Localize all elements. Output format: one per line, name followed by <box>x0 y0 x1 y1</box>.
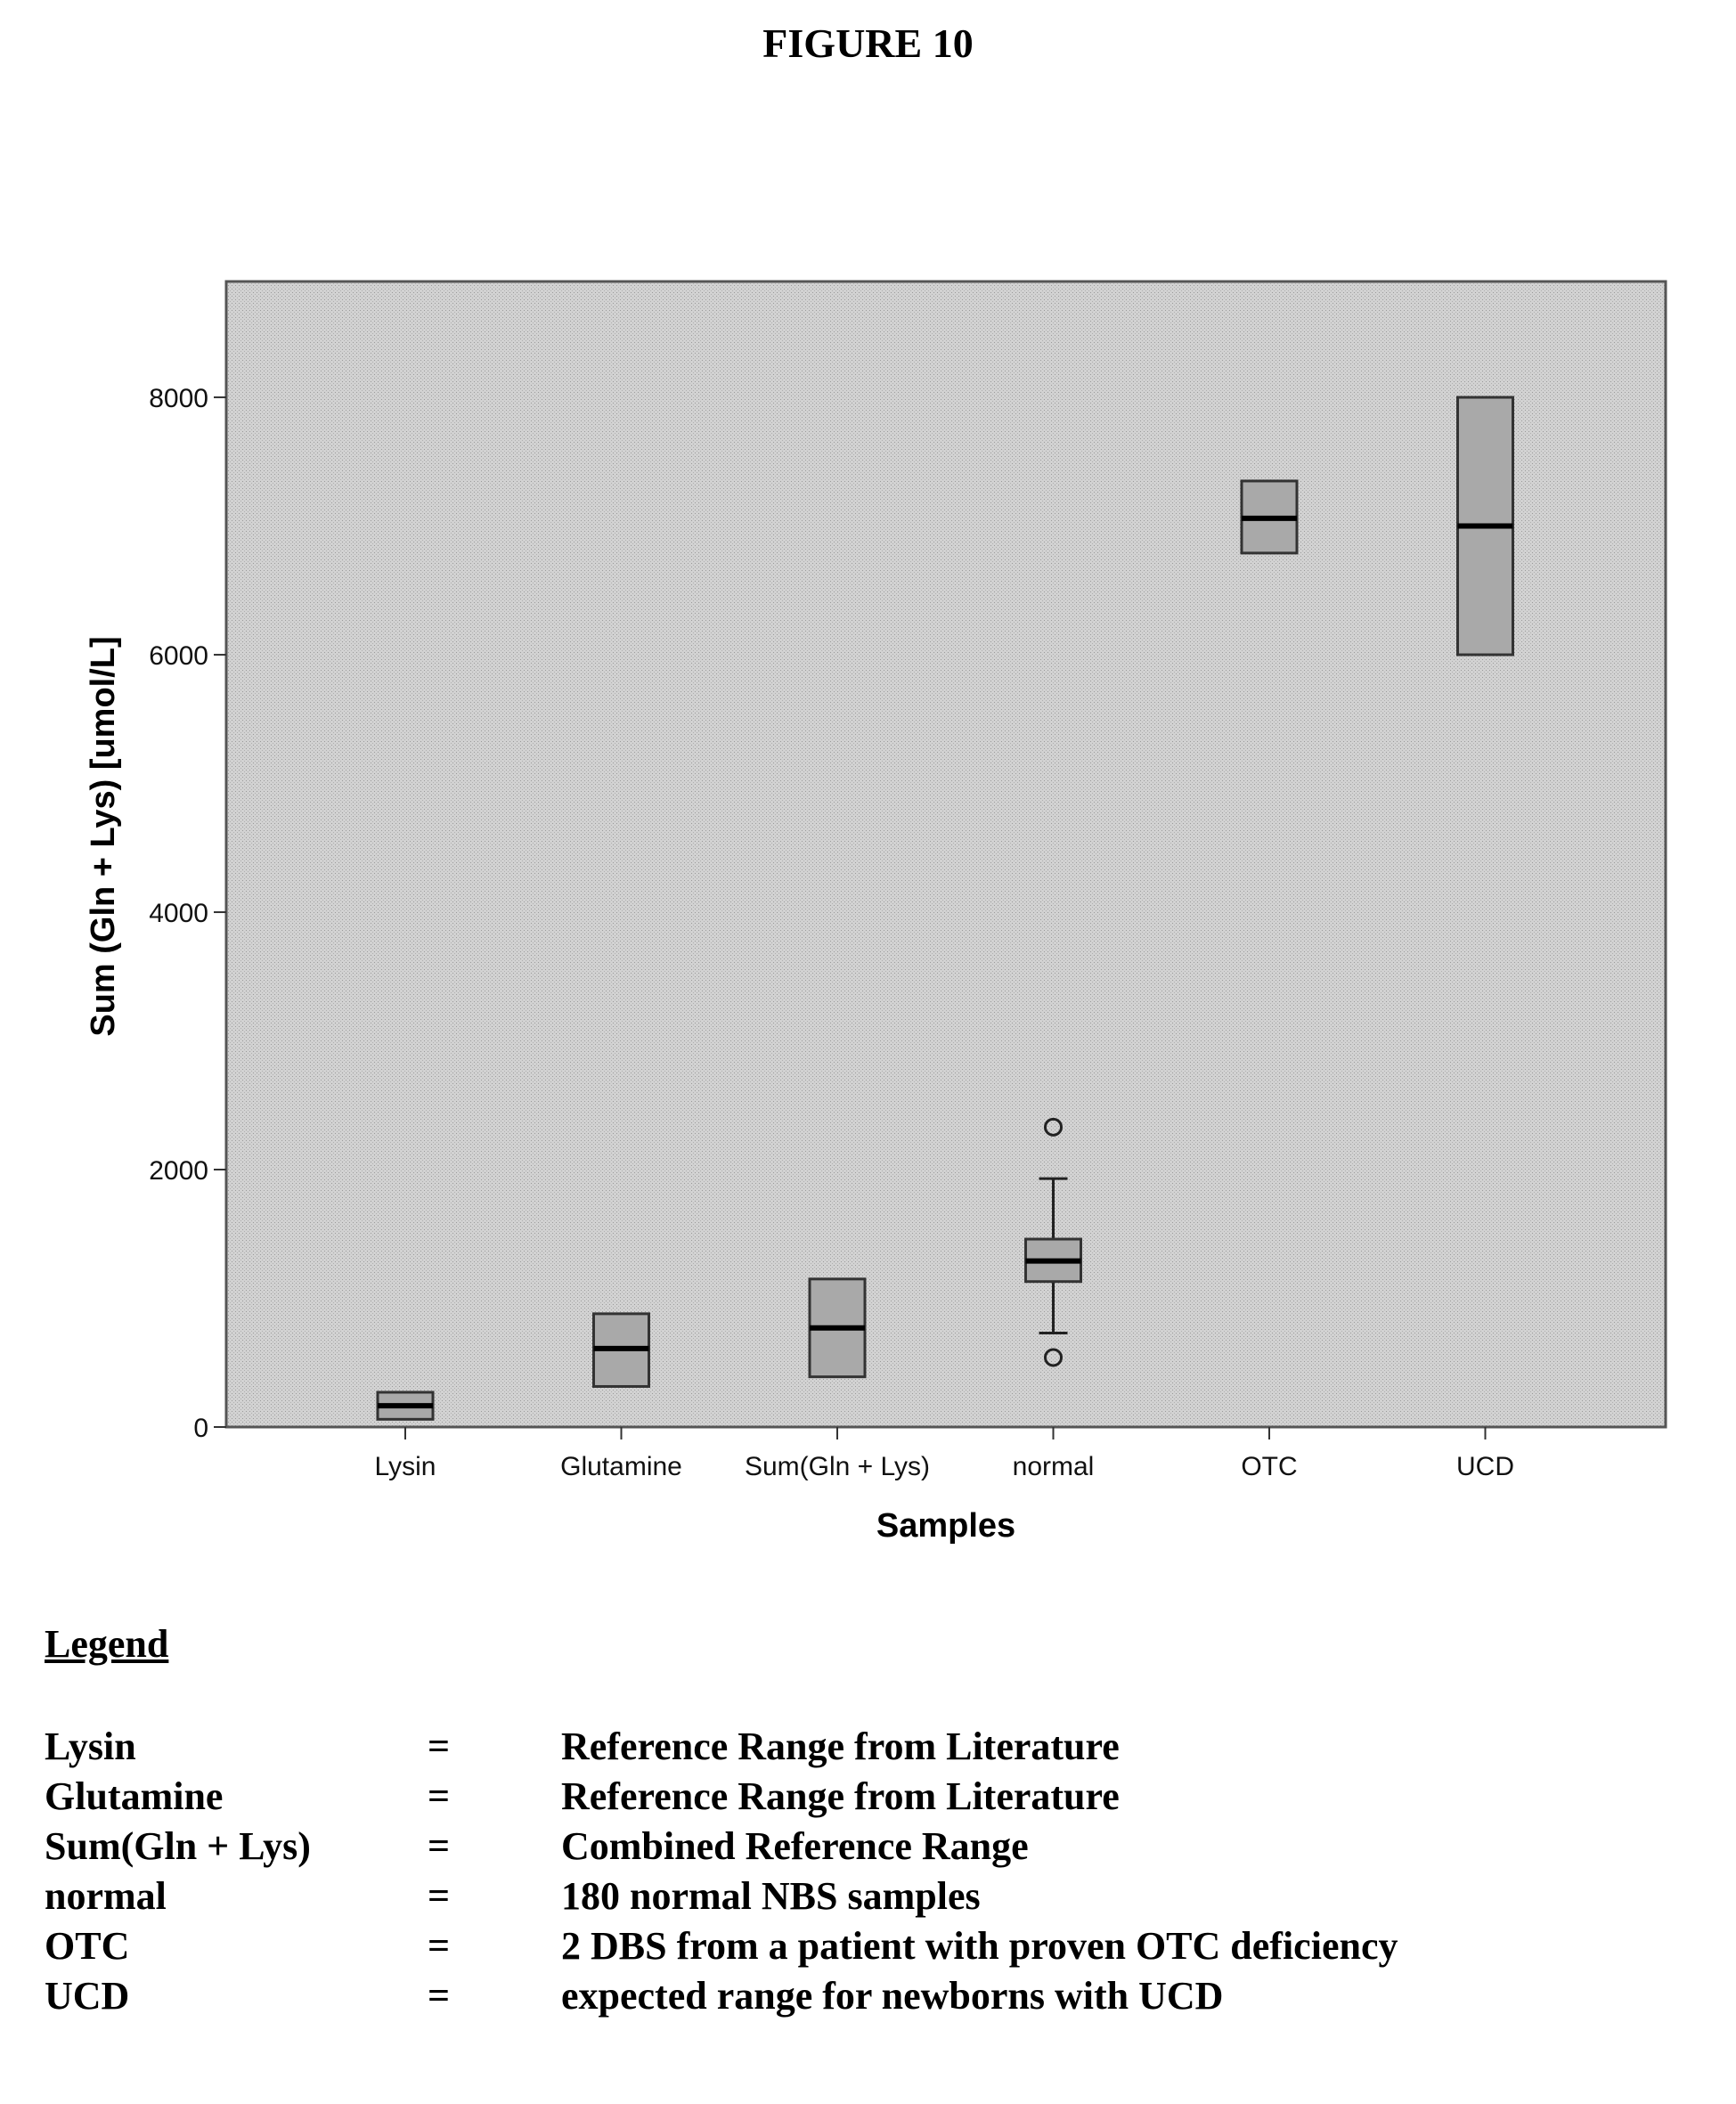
legend-row: UCD = expected range for newborns with U… <box>45 1971 1692 2021</box>
y-tick-label: 2000 <box>149 1156 208 1186</box>
legend-key: normal <box>45 1874 167 1918</box>
y-axis: 0 2000 4000 6000 8000 <box>149 384 226 1443</box>
legend-row: normal = 180 normal NBS samples <box>45 1872 1692 1921</box>
legend-equals: = <box>428 1824 451 1868</box>
y-tick-label: 8000 <box>149 384 208 413</box>
x-tick-label: normal <box>1013 1452 1095 1481</box>
legend-row: Sum(Gln + Lys) = Combined Reference Rang… <box>45 1822 1692 1872</box>
legend-row: Glutamine = Reference Range from Literat… <box>45 1772 1692 1822</box>
y-tick-label: 6000 <box>149 641 208 671</box>
legend-key: Glutamine <box>45 1774 224 1818</box>
x-tick-label: Lysin <box>375 1452 436 1481</box>
figure-title: FIGURE 10 <box>762 20 974 66</box>
legend-description: Reference Range from Literature <box>561 1774 1120 1818</box>
plot-area <box>224 280 1667 1429</box>
legend-equals: = <box>428 1924 451 1968</box>
legend-row: Lysin = Reference Range from Literature <box>45 1722 1692 1772</box>
legend-key: UCD <box>45 1974 130 2018</box>
legend-description: Combined Reference Range <box>561 1824 1029 1868</box>
legend-description: 2 DBS from a patient with proven OTC def… <box>561 1924 1398 1968</box>
y-tick-label: 4000 <box>149 899 208 928</box>
y-tick-label: 0 <box>193 1414 208 1443</box>
legend-equals: = <box>428 1874 451 1918</box>
boxes-group <box>376 396 1514 1421</box>
x-tick-label: Glutamine <box>560 1452 682 1481</box>
legend-row: OTC = 2 DBS from a patient with proven O… <box>45 1921 1692 1971</box>
legend-description: 180 normal NBS samples <box>561 1874 981 1918</box>
outlier-point <box>1044 1348 1063 1367</box>
legend-equals: = <box>428 1725 451 1768</box>
legend-equals: = <box>428 1774 451 1818</box>
legend-key: Sum(Gln + Lys) <box>45 1824 311 1868</box>
x-tick-label: Sum(Gln + Lys) <box>745 1452 930 1481</box>
x-axis: Lysin Glutamine Sum(Gln + Lys) normal OTC UCD <box>375 1427 1514 1481</box>
x-tick-label: OTC <box>1241 1452 1297 1481</box>
legend-key: Lysin <box>45 1725 136 1768</box>
y-axis-title: Sum (Gln + Lys) [umol/L] <box>85 636 122 1036</box>
legend-key: OTC <box>45 1924 130 1968</box>
legend: Legend Lysin = Reference Range from Lite… <box>45 1621 1692 2021</box>
outlier-point <box>1044 1117 1063 1137</box>
legend-equals: = <box>428 1974 451 2018</box>
legend-heading: Legend <box>45 1622 169 1666</box>
x-axis-title: Samples <box>876 1507 1015 1545</box>
x-tick-label: UCD <box>1456 1452 1514 1481</box>
box-plot-chart: 0 2000 4000 6000 8000 Lysin Glutamine Sum(Gln … <box>85 280 1667 1545</box>
legend-description: Reference Range from Literature <box>561 1725 1120 1768</box>
legend-description: expected range for newborns with UCD <box>561 1974 1224 2018</box>
